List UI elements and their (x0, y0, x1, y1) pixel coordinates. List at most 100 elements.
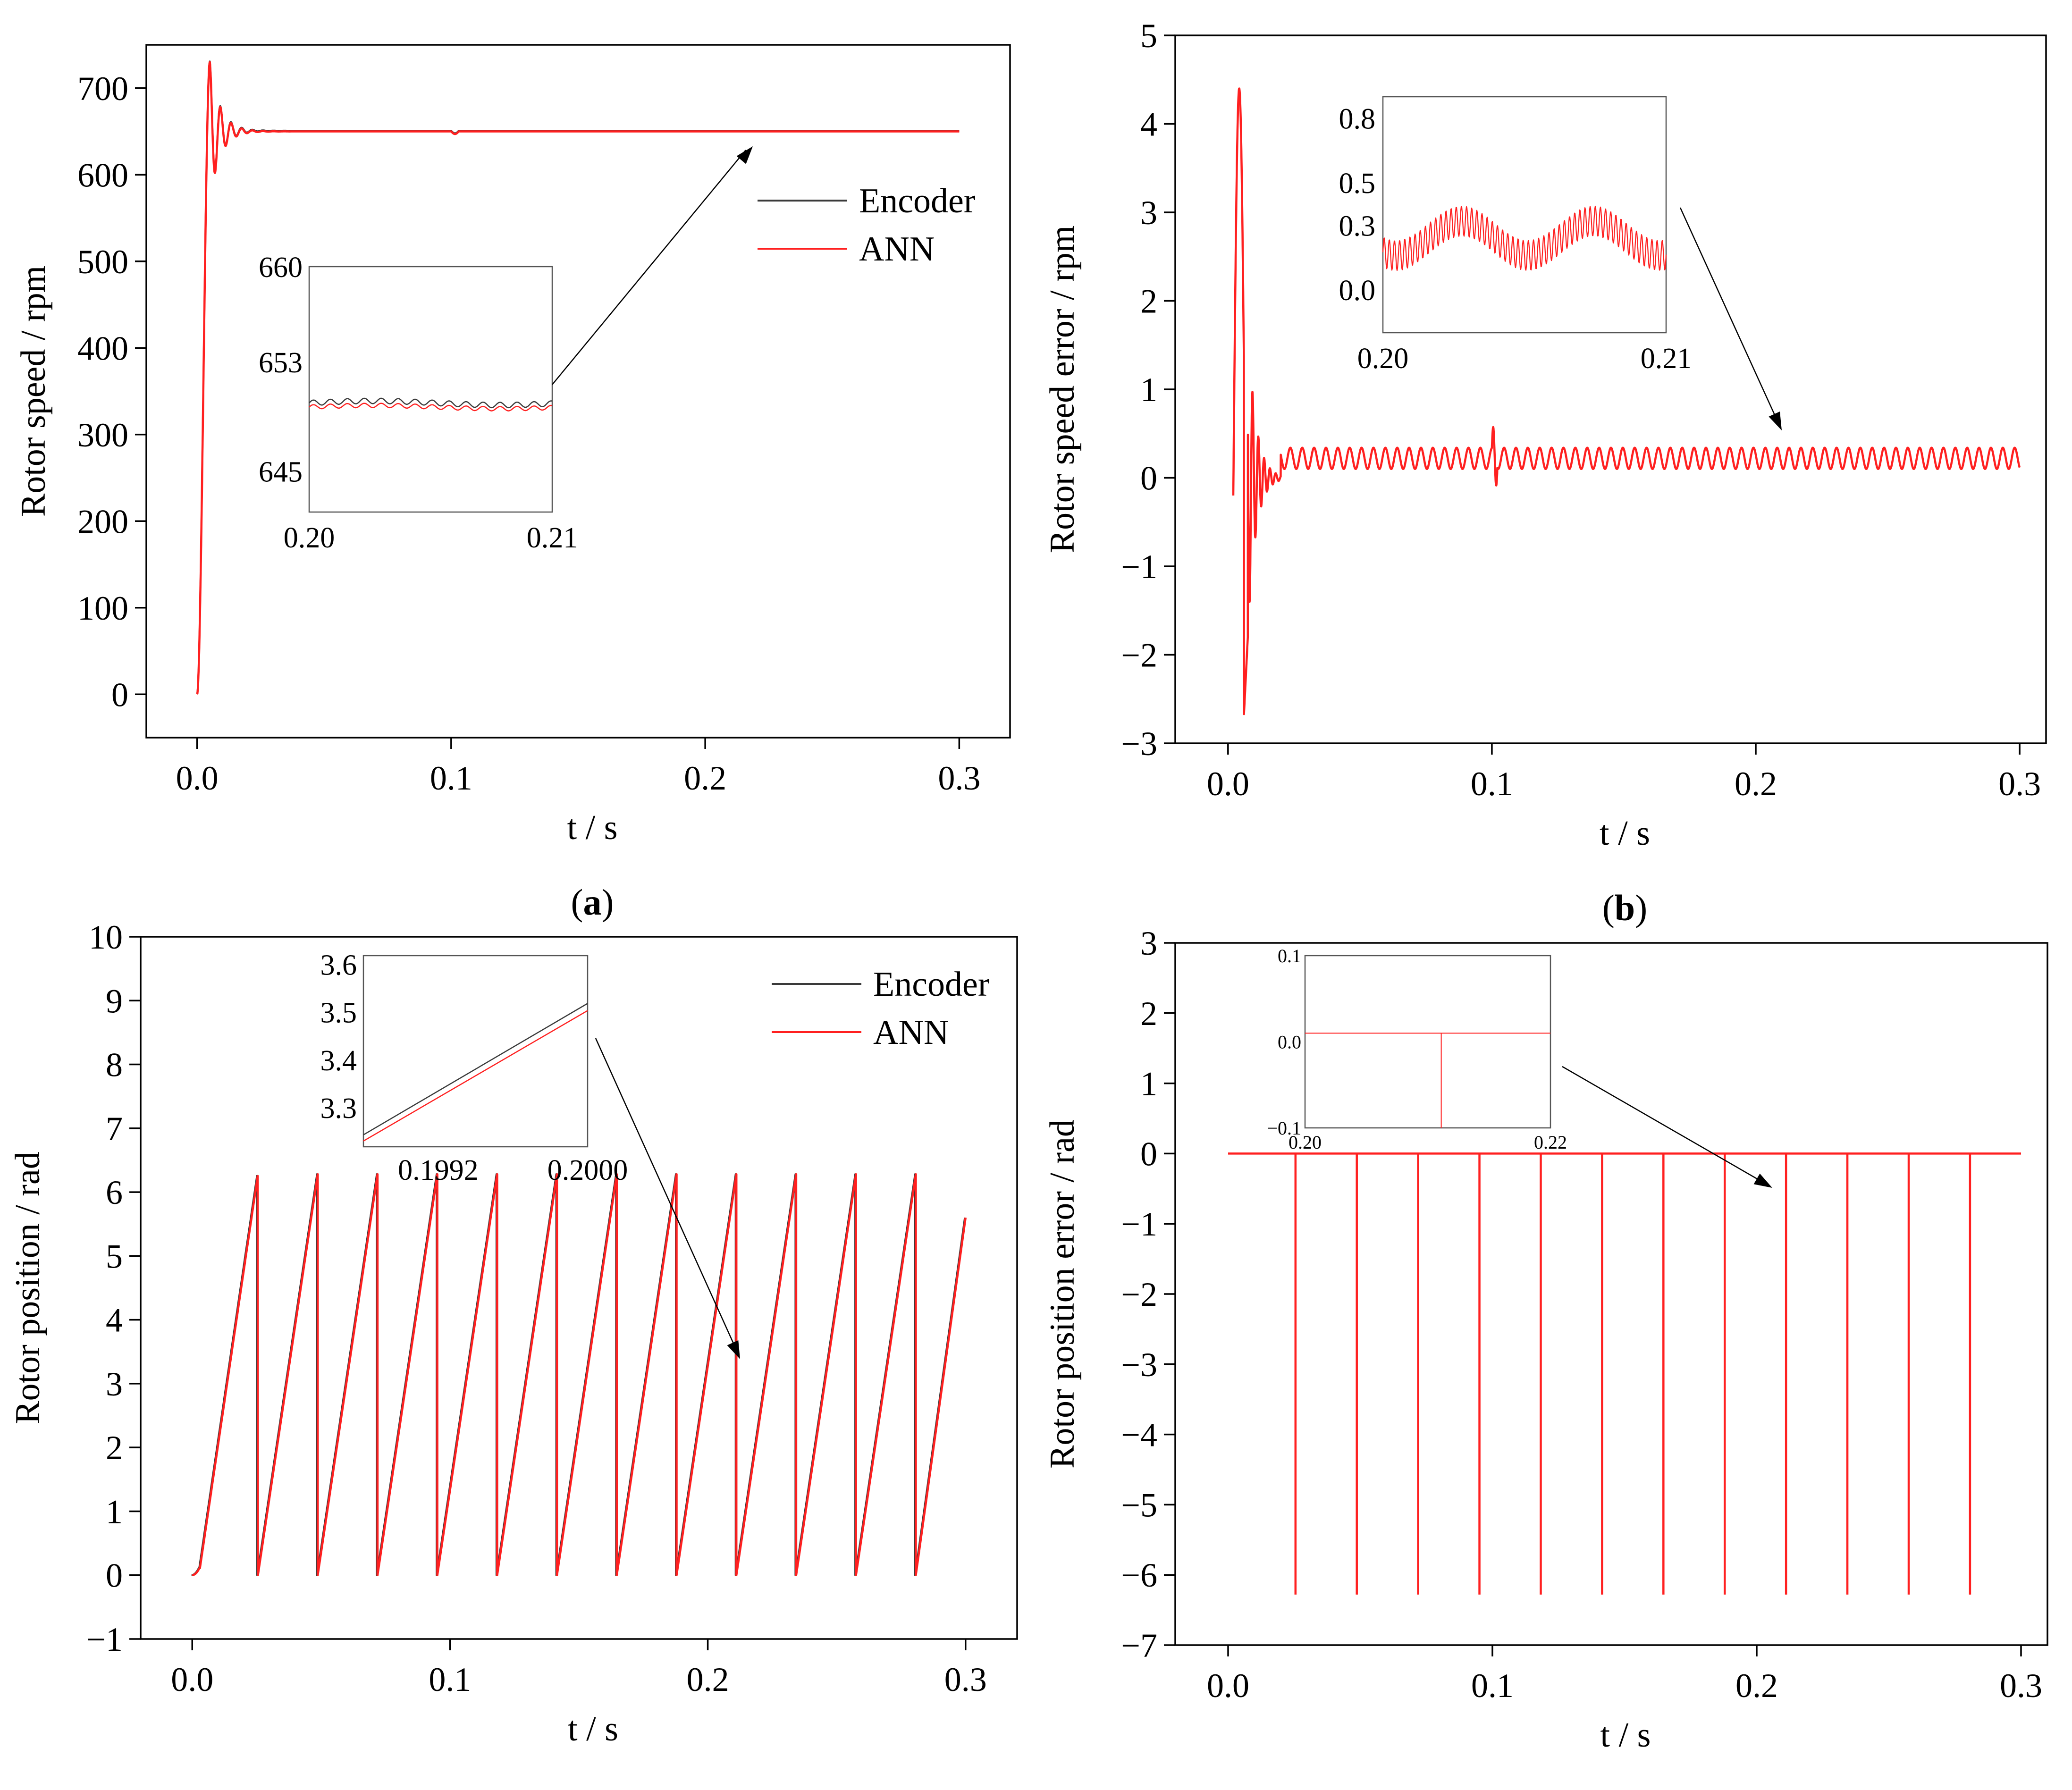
inset-encoder (363, 1003, 588, 1135)
inset-y-label: 0.0 (1339, 275, 1376, 307)
panel-letter: c (585, 1783, 601, 1790)
y-tick-label: 300 (77, 416, 128, 454)
legend-entry: ANN (873, 1013, 949, 1052)
x-tick-label: 0.1 (429, 1661, 471, 1698)
x-axis-label: t / s (1600, 814, 1650, 853)
panel-a: 0.0 0.1 0.2 0.3 0 100 200 300 400 500 600 700 t / s R… (14, 44, 1011, 923)
inset-x-label: 0.20 (1289, 1132, 1322, 1153)
series-ann (192, 1173, 967, 1576)
y-axis-label: Rotor speed / rpm (14, 266, 53, 517)
inset-y-label: 3.4 (320, 1045, 357, 1077)
inset-error (1382, 205, 1667, 271)
x-tick-label: 0.0 (1207, 1667, 1249, 1705)
plot-frame (140, 936, 1018, 1640)
inset-x-label: 0.20 (1357, 343, 1409, 375)
inset-y-label: 0.1 (1278, 945, 1301, 966)
x-tick-label: 0.2 (684, 759, 726, 797)
inset-x-label: 0.22 (1534, 1132, 1567, 1153)
y-tick-label: 400 (77, 329, 128, 367)
y-tick-label: 2 (106, 1429, 123, 1467)
inset-x-label: 0.2000 (547, 1154, 628, 1186)
y-tick-label: −5 (1121, 1486, 1157, 1524)
y-tick-label: −6 (1121, 1556, 1157, 1594)
panel-c: 0.0 0.1 0.2 0.3 −1 0 1 2 3 4 5 6 7 8 9 10 t / s Rotor pos… (8, 918, 1018, 1790)
y-axis-label: Rotor position error / rad (1043, 1119, 1082, 1469)
y-tick-label: 500 (77, 243, 128, 281)
x-tick-label: 0.3 (938, 759, 980, 797)
panel-label: (b) (1602, 887, 1647, 928)
y-tick-label: 3 (106, 1365, 123, 1403)
y-tick-label: 7 (106, 1110, 123, 1148)
y-tick-label: 0 (111, 676, 128, 714)
y-tick-label: −4 (1121, 1416, 1157, 1454)
y-tick-label: 600 (77, 156, 128, 194)
y-tick-label: 0 (1140, 460, 1157, 497)
inset-frame (362, 955, 589, 1148)
x-axis-label: t / s (568, 1710, 618, 1748)
y-tick-label: 100 (77, 589, 128, 627)
inset-x-label: 0.21 (1641, 343, 1692, 375)
x-tick-label: 0.0 (171, 1661, 213, 1698)
y-tick-label: −3 (1121, 1346, 1157, 1384)
panel-letter: d (1615, 1789, 1635, 1790)
inset-frame (1304, 955, 1551, 1129)
zoom-arrow (1679, 207, 1778, 420)
y-tick-label: 700 (77, 70, 128, 108)
y-tick-label: −1 (1121, 1205, 1157, 1243)
y-tick-label: 200 (77, 503, 128, 540)
y-tick-label: 3 (1140, 194, 1157, 232)
y-tick-label: 1 (1140, 1065, 1157, 1103)
y-tick-label: 8 (106, 1046, 123, 1084)
panel-label: (d) (1603, 1789, 1648, 1790)
series-ann (196, 61, 960, 695)
inset-y-label: 3.6 (320, 949, 357, 981)
inset-ann (309, 403, 553, 412)
x-tick-label: 0.0 (1207, 765, 1249, 803)
inset-y-label: 660 (259, 252, 303, 284)
y-tick-label: 1 (1140, 371, 1157, 409)
y-tick-label: 3 (1140, 924, 1157, 962)
inset-y-label: 3.3 (320, 1092, 357, 1125)
panel-letter: b (1615, 887, 1635, 928)
y-tick-label: −7 (1121, 1627, 1157, 1664)
arrow-head (1753, 1173, 1772, 1188)
series-encoder (191, 1173, 966, 1576)
inset-frame (1382, 96, 1667, 334)
inset-x-label: 0.21 (527, 522, 578, 554)
inset-y-label: 645 (259, 456, 303, 488)
y-tick-label: −2 (1121, 1276, 1157, 1313)
y-tick-label: 6 (106, 1174, 123, 1211)
inset-x-label: 0.20 (284, 522, 335, 554)
legend-entry: Encoder (859, 182, 976, 220)
arrow-head (736, 146, 753, 164)
x-axis-label: t / s (567, 808, 618, 847)
x-tick-label: 0.1 (1471, 765, 1513, 803)
x-tick-label: 0.3 (1998, 765, 2041, 803)
inset-y-label: 0.0 (1278, 1032, 1301, 1053)
y-tick-label: −1 (1121, 548, 1157, 586)
y-tick-label: −1 (86, 1621, 123, 1658)
inset-y-label: 653 (259, 347, 303, 379)
arrow-head (727, 1340, 740, 1359)
x-tick-label: 0.2 (687, 1661, 729, 1698)
x-tick-label: 0.3 (2000, 1667, 2042, 1705)
x-tick-label: 0.2 (1735, 1667, 1778, 1705)
y-tick-label: −3 (1121, 725, 1157, 763)
y-tick-label: −2 (1121, 637, 1157, 674)
inset-x-label: 0.1992 (398, 1154, 479, 1186)
zoom-arrow (595, 1038, 737, 1350)
y-tick-label: 2 (1140, 995, 1157, 1033)
panel-label: (c) (573, 1783, 614, 1790)
inset-y-label: 0.8 (1339, 103, 1376, 135)
y-tick-label: 1 (106, 1493, 123, 1530)
y-tick-label: 9 (106, 982, 123, 1020)
inset-ann (363, 1010, 588, 1142)
panel-b: 0.0 0.1 0.2 0.3 −3 −2 −1 0 1 2 3 4 5 t / s Rotor speed… (1043, 17, 2047, 928)
y-tick-label: 4 (1140, 106, 1157, 143)
legend-entry: Encoder (873, 965, 990, 1004)
x-tick-label: 0.2 (1735, 765, 1777, 803)
plot-frame (145, 44, 1011, 739)
inset-y-label: 0.3 (1339, 210, 1376, 243)
y-axis-label: Rotor position / rad (8, 1151, 47, 1424)
y-tick-label: 0 (106, 1557, 123, 1595)
